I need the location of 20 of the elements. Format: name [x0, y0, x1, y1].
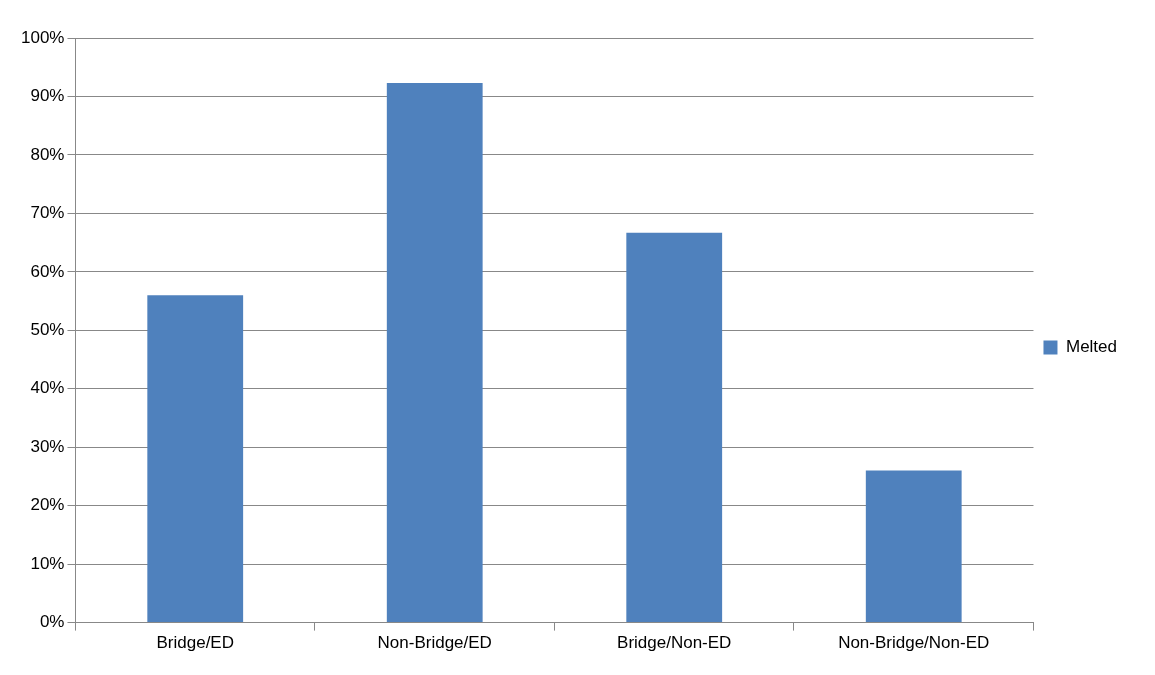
x-tick-label: Non-Bridge/ED [377, 633, 492, 653]
y-tick-label: 30% [30, 436, 65, 456]
y-tick-label: 100% [21, 27, 65, 47]
y-tick-label: 10% [30, 553, 65, 573]
bar [147, 295, 244, 623]
x-tick-label: Non-Bridge/Non-ED [838, 633, 990, 653]
y-tick-label: 90% [30, 86, 65, 106]
bar [865, 470, 962, 623]
y-tick-label: 0% [39, 612, 65, 632]
y-tick-label: 40% [30, 378, 65, 398]
bar [626, 232, 723, 623]
legend-label: Melted [1065, 337, 1118, 357]
x-tick-label: Bridge/Non-ED [617, 633, 732, 653]
y-tick-label: 80% [30, 144, 65, 164]
y-tick-label: 70% [30, 203, 65, 223]
x-tick-label: Bridge/ED [156, 633, 234, 653]
y-tick-label: 60% [30, 261, 65, 281]
y-tick-label: 50% [30, 319, 65, 339]
y-tick-label: 20% [30, 495, 65, 515]
bar [386, 83, 483, 623]
